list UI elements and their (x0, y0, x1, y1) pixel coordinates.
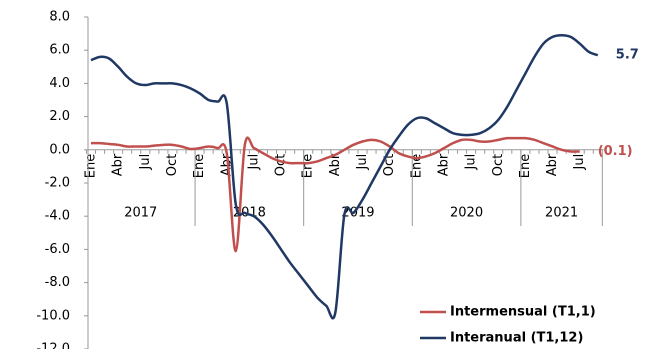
x-tick-label: Ene (84, 154, 99, 178)
legend-label: Intermensual (T1,1) (450, 305, 596, 320)
x-tick-label: Abr (436, 153, 451, 176)
line-series (90, 34, 599, 320)
value-label: (0.1) (598, 144, 633, 159)
y-tick-label: 4.0 (49, 76, 70, 91)
x-tick-label: Abr (111, 153, 126, 176)
y-tick-label: -6.0 (45, 242, 70, 257)
x-tick-label: Ene (409, 154, 424, 178)
x-tick-label: Jul (464, 154, 479, 171)
y-tick-label: -4.0 (45, 209, 70, 224)
x-tick-label: Ene (518, 154, 533, 178)
y-tick-label: 8.0 (49, 10, 70, 25)
y-tick-label: -12.0 (36, 342, 70, 349)
legend-label: Interanual (T1,12) (450, 331, 583, 346)
year-label: 2021 (545, 206, 578, 221)
line-series (90, 136, 580, 253)
x-tick-label: Jul (138, 154, 153, 171)
x-tick-label: Ene (192, 154, 207, 178)
x-tick-label: Abr (545, 153, 560, 176)
value-label: 5.7 (616, 48, 639, 63)
year-label: 2020 (450, 206, 483, 221)
x-tick-label: Ene (301, 154, 316, 178)
y-tick-label: -8.0 (45, 275, 70, 290)
x-tick-label: Oct (274, 154, 289, 176)
x-tick-label: Jul (355, 154, 370, 171)
x-tick-label: Abr (328, 153, 343, 176)
x-tick-label: Oct (382, 154, 397, 176)
x-tick-label: Jul (572, 154, 587, 171)
y-tick-label: 0.0 (49, 142, 70, 157)
y-tick-label: 2.0 (49, 109, 70, 124)
year-label: 2017 (124, 206, 157, 221)
x-tick-label: Oct (165, 154, 180, 176)
x-tick-label: Jul (246, 154, 261, 171)
y-tick-label: 6.0 (49, 43, 70, 58)
y-tick-label: -10.0 (36, 308, 70, 323)
x-tick-label: Oct (491, 154, 506, 176)
y-tick-label: -2.0 (45, 176, 70, 191)
